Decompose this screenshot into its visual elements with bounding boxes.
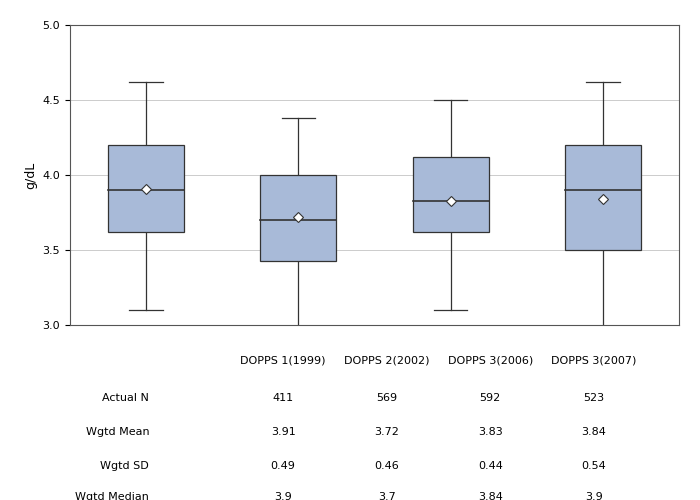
Text: 592: 592 [480, 393, 500, 403]
Bar [412, 157, 489, 232]
Text: 3.7: 3.7 [378, 492, 395, 500]
Text: 0.44: 0.44 [478, 461, 503, 471]
Text: Wgtd Median: Wgtd Median [76, 492, 149, 500]
Text: 3.9: 3.9 [585, 492, 603, 500]
Text: 3.84: 3.84 [478, 492, 503, 500]
Text: DOPPS 3(2006): DOPPS 3(2006) [447, 356, 533, 366]
Text: 3.83: 3.83 [478, 427, 503, 437]
Text: Actual N: Actual N [102, 393, 149, 403]
Bar [108, 145, 184, 232]
Text: 3.84: 3.84 [581, 427, 606, 437]
Text: Wgtd Mean: Wgtd Mean [85, 427, 149, 437]
Text: DOPPS 3(2007): DOPPS 3(2007) [551, 356, 636, 366]
Text: 3.91: 3.91 [271, 427, 295, 437]
Text: 411: 411 [272, 393, 294, 403]
Text: 0.46: 0.46 [374, 461, 399, 471]
Text: 3.9: 3.9 [274, 492, 292, 500]
Text: 0.54: 0.54 [582, 461, 606, 471]
Text: 3.72: 3.72 [374, 427, 399, 437]
Text: Wgtd SD: Wgtd SD [100, 461, 149, 471]
Text: 523: 523 [583, 393, 604, 403]
Bar [565, 145, 641, 250]
Bar [260, 175, 337, 260]
Text: DOPPS 1(1999): DOPPS 1(1999) [240, 356, 326, 366]
Text: 0.49: 0.49 [271, 461, 295, 471]
Text: DOPPS 2(2002): DOPPS 2(2002) [344, 356, 429, 366]
Y-axis label: g/dL: g/dL [24, 162, 37, 188]
Text: 569: 569 [376, 393, 397, 403]
